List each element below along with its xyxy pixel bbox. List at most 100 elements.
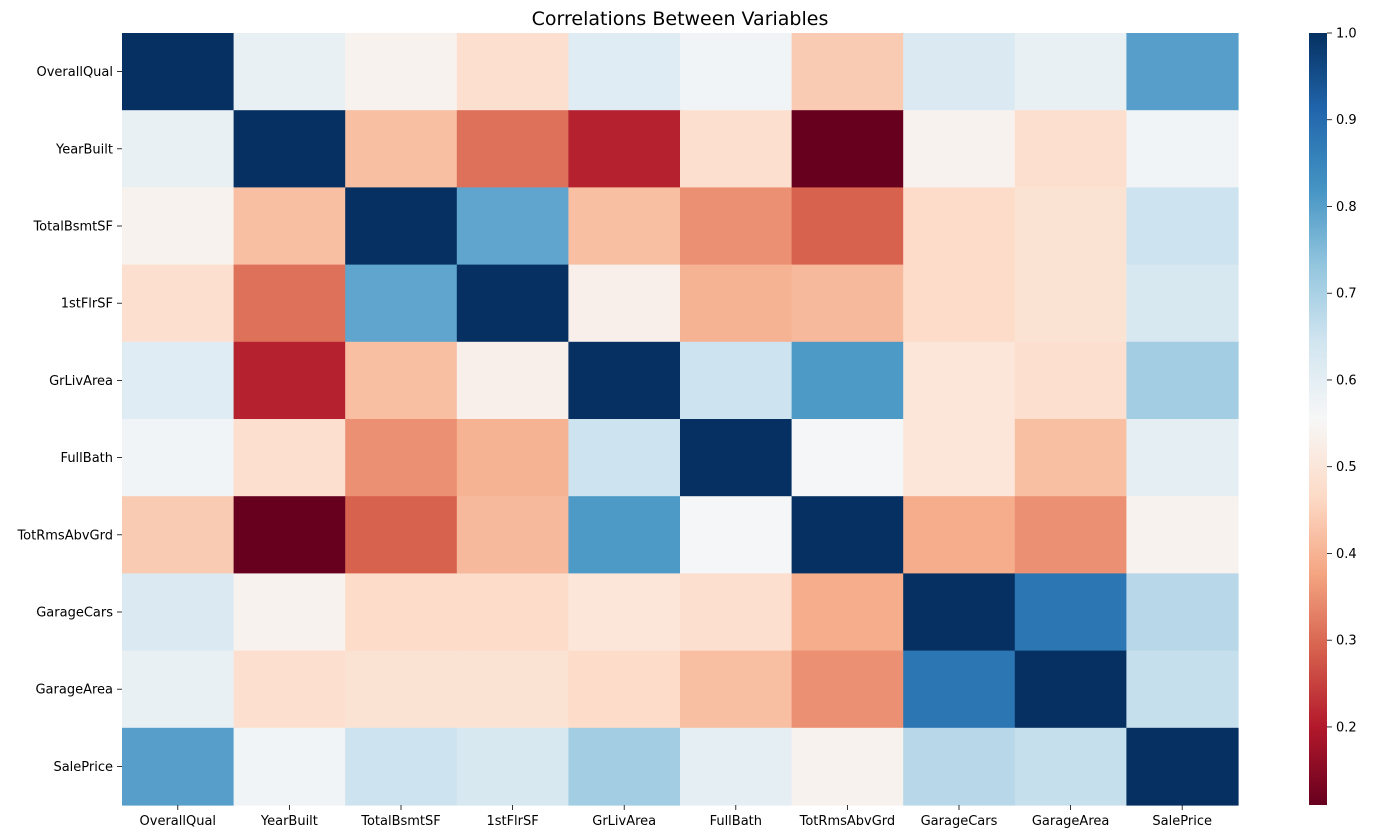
colorbar-tick-label: 0.3 <box>1336 634 1357 649</box>
x-tick-label-GarageArea: GarageArea <box>1032 814 1110 829</box>
heatmap-cell-GarageArea-GarageArea <box>1014 650 1127 729</box>
y-tick-label-TotalBsmtSF: TotalBsmtSF <box>32 220 113 235</box>
heatmap-cell-GrLivArea-TotalBsmtSF <box>345 341 458 420</box>
heatmap-cell-TotalBsmtSF-GarageArea <box>1014 187 1127 266</box>
heatmap-cell-TotRmsAbvGrd-1stFlrSF <box>456 496 569 574</box>
heatmap-cell-1stFlrSF-GarageArea <box>1014 264 1127 343</box>
heatmap-cell-OverallQual-GrLivArea <box>568 33 681 111</box>
heatmap-cell-1stFlrSF-SalePrice <box>1126 264 1239 343</box>
heatmap-cell-GarageCars-TotalBsmtSF <box>345 573 458 652</box>
heatmap-cell-SalePrice-SalePrice <box>1126 727 1239 806</box>
heatmap-cell-OverallQual-GarageCars <box>903 33 1016 111</box>
colorbar-tick-label: 0.4 <box>1336 547 1357 562</box>
heatmap-cell-1stFlrSF-FullBath <box>680 264 793 343</box>
colorbar-tick-label: 0.7 <box>1336 287 1357 302</box>
heatmap-cell-TotalBsmtSF-YearBuilt <box>233 187 346 266</box>
heatmap-cell-GrLivArea-FullBath <box>680 341 793 420</box>
heatmap-cell-1stFlrSF-TotRmsAbvGrd <box>791 264 904 343</box>
heatmap-cell-1stFlrSF-GrLivArea <box>568 264 681 343</box>
heatmap-cell-GrLivArea-OverallQual <box>122 341 235 420</box>
heatmap-cell-TotalBsmtSF-FullBath <box>680 187 793 266</box>
x-tick-label-TotalBsmtSF: TotalBsmtSF <box>360 814 441 829</box>
y-tick-label-TotRmsAbvGrd: TotRmsAbvGrd <box>16 528 113 543</box>
heatmap-cell-OverallQual-GarageArea <box>1014 33 1127 111</box>
chart-title: Correlations Between Variables <box>532 8 829 30</box>
heatmap-cell-FullBath-OverallQual <box>122 419 235 497</box>
heatmap-cell-GarageArea-SalePrice <box>1126 650 1239 729</box>
heatmap-cell-TotalBsmtSF-TotalBsmtSF <box>345 187 458 266</box>
heatmap-cell-FullBath-TotRmsAbvGrd <box>791 419 904 497</box>
x-tick-label-FullBath: FullBath <box>710 814 762 829</box>
heatmap-cell-GrLivArea-GarageCars <box>903 341 1016 420</box>
heatmap-cell-GarageArea-GarageCars <box>903 650 1016 729</box>
heatmap-cell-TotalBsmtSF-SalePrice <box>1126 187 1239 266</box>
heatmap-cell-TotRmsAbvGrd-SalePrice <box>1126 496 1239 574</box>
heatmap-cell-TotalBsmtSF-TotRmsAbvGrd <box>791 187 904 266</box>
heatmap-cell-GarageCars-FullBath <box>680 573 793 652</box>
heatmap-cell-YearBuilt-TotalBsmtSF <box>345 110 458 188</box>
x-tick-label-SalePrice: SalePrice <box>1152 814 1212 829</box>
heatmap-cell-TotRmsAbvGrd-TotalBsmtSF <box>345 496 458 574</box>
heatmap-cell-GarageArea-OverallQual <box>122 650 235 729</box>
heatmap-cell-GarageArea-FullBath <box>680 650 793 729</box>
heatmap-cell-GarageArea-1stFlrSF <box>456 650 569 729</box>
y-tick-label-GarageCars: GarageCars <box>36 606 113 621</box>
heatmap-cell-YearBuilt-GrLivArea <box>568 110 681 188</box>
y-tick-label-OverallQual: OverallQual <box>36 65 113 80</box>
heatmap-cell-GrLivArea-GrLivArea <box>568 341 681 420</box>
heatmap-cell-1stFlrSF-TotalBsmtSF <box>345 264 458 343</box>
heatmap-cell-SalePrice-FullBath <box>680 727 793 806</box>
heatmap-cell-YearBuilt-GarageCars <box>903 110 1016 188</box>
heatmap-cell-YearBuilt-YearBuilt <box>233 110 346 188</box>
y-tick-label-SalePrice: SalePrice <box>53 760 113 775</box>
colorbar: 0.2 0.3 0.4 0.5 0.6 0.7 0.8 0.9 1.0 <box>1309 27 1357 805</box>
heatmap-cell-TotRmsAbvGrd-FullBath <box>680 496 793 574</box>
heatmap-cell-SalePrice-TotRmsAbvGrd <box>791 727 904 806</box>
y-tick-label-1stFlrSF: 1stFlrSF <box>61 297 113 312</box>
heatmap-cell-GrLivArea-1stFlrSF <box>456 341 569 420</box>
heatmap-cell-FullBath-YearBuilt <box>233 419 346 497</box>
heatmap-cell-OverallQual-TotalBsmtSF <box>345 33 458 111</box>
heatmap-cell-SalePrice-GarageCars <box>903 727 1016 806</box>
x-tick-label-1stFlrSF: 1stFlrSF <box>486 814 538 829</box>
heatmap-cell-FullBath-TotalBsmtSF <box>345 419 458 497</box>
heatmap-cell-GarageCars-GarageArea <box>1014 573 1127 652</box>
colorbar-tick-label: 0.2 <box>1336 720 1357 735</box>
heatmap-cell-GrLivArea-YearBuilt <box>233 341 346 420</box>
heatmap-cell-YearBuilt-GarageArea <box>1014 110 1127 188</box>
heatmap-cell-TotRmsAbvGrd-GrLivArea <box>568 496 681 574</box>
heatmap-cell-YearBuilt-TotRmsAbvGrd <box>791 110 904 188</box>
heatmap-cell-GrLivArea-TotRmsAbvGrd <box>791 341 904 420</box>
y-tick-label-FullBath: FullBath <box>61 451 113 466</box>
heatmap-cell-GarageCars-TotRmsAbvGrd <box>791 573 904 652</box>
heatmap-cell-TotalBsmtSF-1stFlrSF <box>456 187 569 266</box>
colorbar-tick-label: 0.5 <box>1336 460 1357 475</box>
heatmap-cell-OverallQual-1stFlrSF <box>456 33 569 111</box>
heatmap-cell-1stFlrSF-OverallQual <box>122 264 235 343</box>
x-tick-label-TotRmsAbvGrd: TotRmsAbvGrd <box>799 814 896 829</box>
heatmap-cell-YearBuilt-FullBath <box>680 110 793 188</box>
colorbar-gradient <box>1309 33 1327 805</box>
heatmap-cell-FullBath-FullBath <box>680 419 793 497</box>
x-tick-label-GarageCars: GarageCars <box>921 814 998 829</box>
y-tick-label-GrLivArea: GrLivArea <box>49 374 113 389</box>
heatmap-cell-SalePrice-OverallQual <box>122 727 235 806</box>
heatmap-cell-YearBuilt-SalePrice <box>1126 110 1239 188</box>
y-tick-label-YearBuilt: YearBuilt <box>55 142 113 157</box>
heatmap-cell-TotRmsAbvGrd-GarageArea <box>1014 496 1127 574</box>
heatmap-cell-TotRmsAbvGrd-OverallQual <box>122 496 235 574</box>
colorbar-tick-label: 0.8 <box>1336 200 1357 215</box>
heatmap-cell-OverallQual-TotRmsAbvGrd <box>791 33 904 111</box>
heatmap-cell-TotalBsmtSF-OverallQual <box>122 187 235 266</box>
heatmap-cell-GarageCars-GarageCars <box>903 573 1016 652</box>
colorbar-tick-label: 0.6 <box>1336 373 1357 388</box>
heatmap-cell-FullBath-GrLivArea <box>568 419 681 497</box>
heatmap-cell-SalePrice-YearBuilt <box>233 727 346 806</box>
heatmap-cell-FullBath-1stFlrSF <box>456 419 569 497</box>
colorbar-tick-label: 0.9 <box>1336 113 1357 128</box>
x-tick-label-GrLivArea: GrLivArea <box>592 814 656 829</box>
x-tick-label-OverallQual: OverallQual <box>140 814 217 829</box>
heatmap-cell-GrLivArea-SalePrice <box>1126 341 1239 420</box>
heatmap-cell-GarageArea-TotRmsAbvGrd <box>791 650 904 729</box>
